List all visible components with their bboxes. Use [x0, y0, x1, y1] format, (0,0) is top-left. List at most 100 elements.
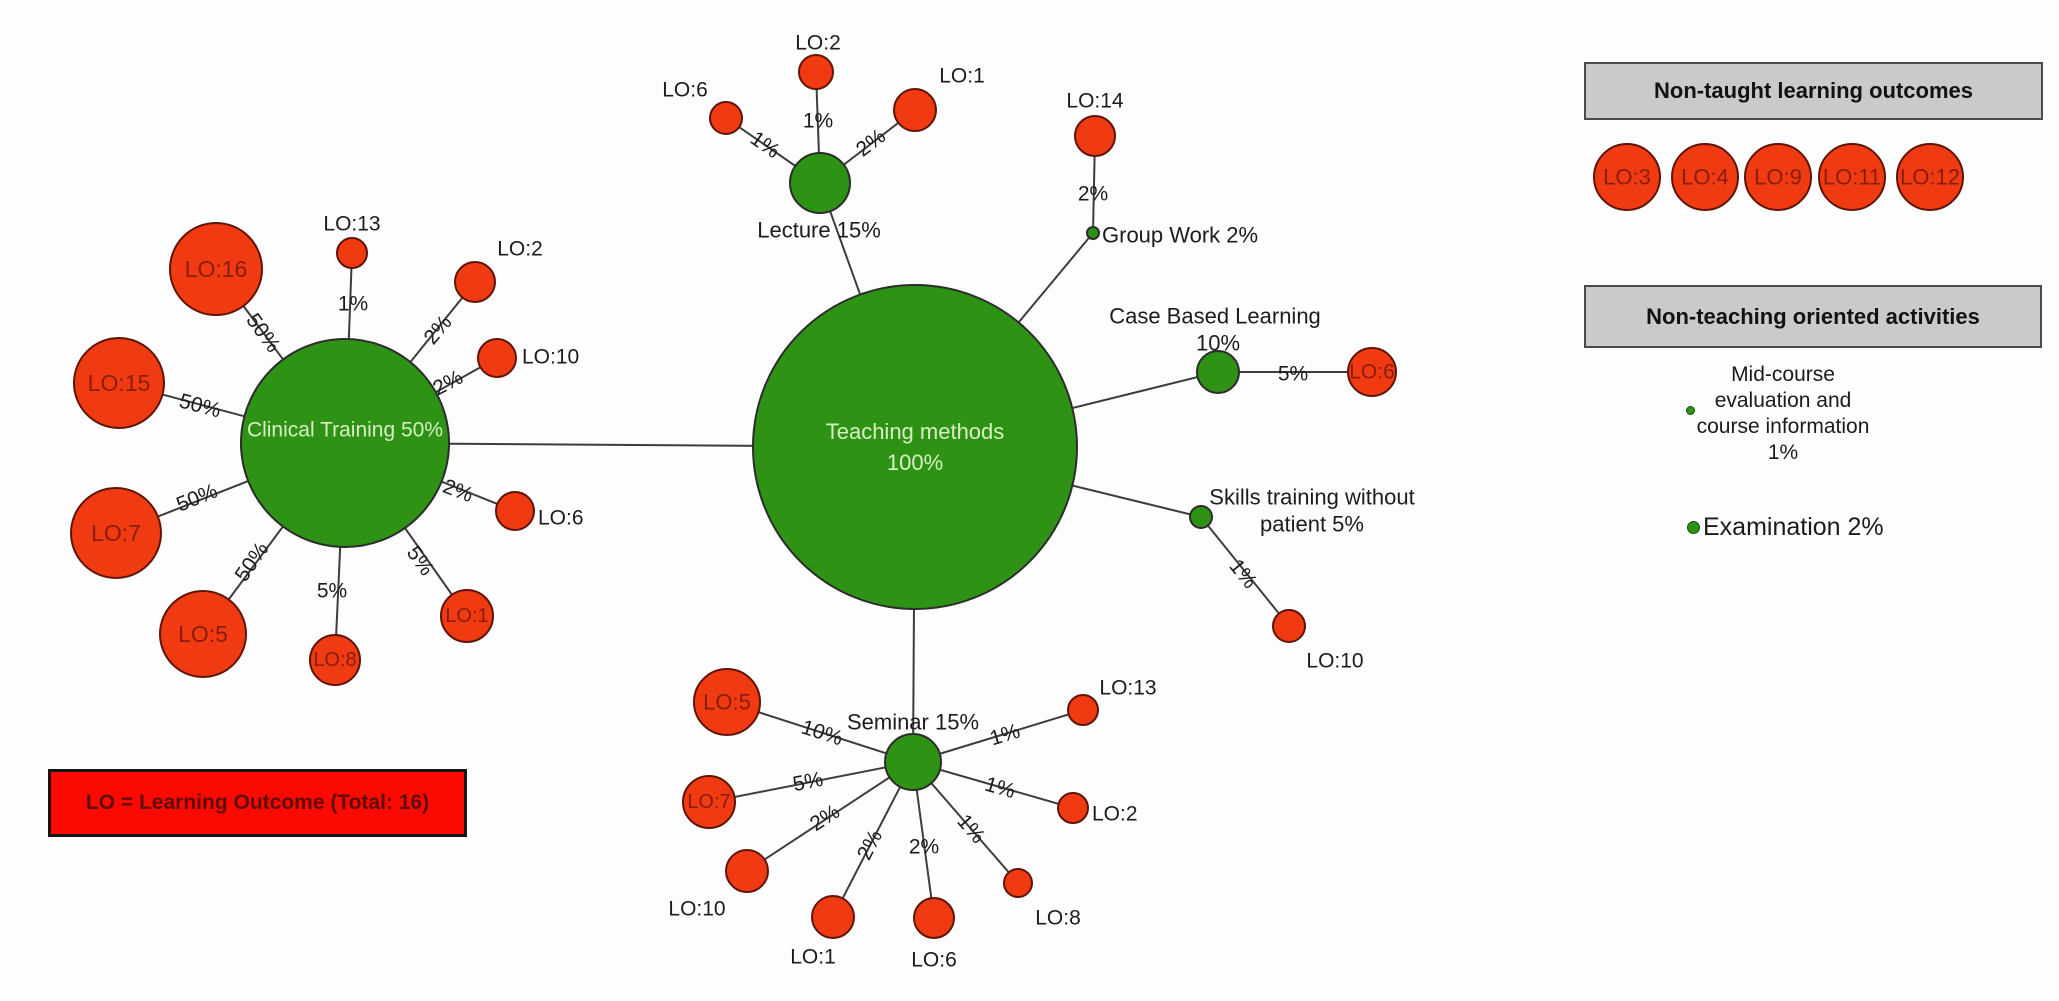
edge-line — [912, 709, 1084, 763]
node-label-seminar-lo7: LO:7 — [687, 791, 730, 813]
node-case-based-learning — [1196, 350, 1240, 394]
edge-weight-label-1: 1% — [982, 773, 1018, 803]
edge-line — [1200, 516, 1290, 627]
label-lo-6: LO:6 — [538, 507, 584, 530]
label-lo-13: LO:13 — [1099, 677, 1156, 700]
node-label-clinical-lo16: LO:16 — [185, 256, 248, 282]
label-lo-10: LO:10 — [522, 346, 579, 369]
edge-weight-label-1: 1% — [1225, 555, 1262, 593]
node-seminar-lo2 — [1057, 792, 1089, 824]
edge-weight-label-1: 1% — [746, 127, 784, 163]
edge-weight-label-50: 50% — [231, 538, 274, 586]
node-nontaught-lo3 — [1593, 143, 1661, 211]
node-label-clinical-lo8: LO:8 — [313, 649, 356, 671]
node-nontaught-lo12 — [1896, 143, 1964, 211]
label-lo-6: LO:6 — [662, 79, 708, 102]
node-lecture-lo2 — [798, 54, 834, 90]
node-clinical-lo2 — [454, 261, 496, 303]
node-label-teaching-methods-1: 100% — [887, 450, 943, 475]
edge-weight-label-1: 1% — [987, 720, 1023, 751]
node-clinical-lo13 — [336, 237, 368, 269]
edge-weight-label-50: 50% — [173, 479, 221, 516]
midcourse-dot-icon — [1686, 406, 1695, 415]
edge-weight-label-2: 2% — [852, 125, 890, 162]
edge-line — [832, 761, 914, 918]
node-label-clinical-training-0: Clinical Training 50% — [247, 419, 443, 442]
edge-weight-label-2: 2% — [1078, 183, 1108, 206]
node-seminar-lo8 — [1003, 868, 1033, 898]
node-label-clinical-lo7: LO:7 — [91, 520, 141, 546]
edge-weight-label-1: 1% — [338, 293, 368, 316]
label-lo-1: LO:1 — [790, 946, 836, 969]
node-clinical-lo6 — [495, 491, 535, 531]
node-label-clinical-lo5: LO:5 — [178, 621, 228, 647]
node-teaching-methods — [752, 284, 1078, 610]
edge-weight-label-50: 50% — [177, 389, 224, 422]
node-clinical-lo16 — [169, 222, 263, 316]
label-lo-14: LO:14 — [1066, 90, 1124, 113]
label-lo-10: LO:10 — [1306, 650, 1363, 673]
node-lecture-lo6 — [709, 101, 743, 135]
node-seminar-lo7 — [682, 775, 736, 829]
node-label-nontaught-lo4: LO:4 — [1681, 165, 1729, 190]
non-taught-outcomes-header: Non-taught learning outcomes — [1584, 62, 2043, 120]
edge-weight-label-2: 2% — [909, 836, 939, 859]
node-seminar-lo1 — [811, 895, 855, 939]
node-label-nontaught-lo9: LO:9 — [1754, 165, 1802, 190]
node-lecture — [789, 152, 851, 214]
node-label-seminar-lo5: LO:5 — [703, 690, 751, 715]
examination-dot-icon — [1687, 521, 1700, 534]
label-lo-1: LO:1 — [939, 65, 985, 88]
label-lecture-15: Lecture 15% — [757, 218, 881, 243]
label-lo-10: LO:10 — [668, 898, 725, 921]
node-clinical-training — [240, 338, 450, 548]
lo-legend-box: LO = Learning Outcome (Total: 16) — [48, 769, 467, 837]
edge-weight-label-5: 5% — [1278, 363, 1308, 386]
edge-weight-label-5: 5% — [402, 542, 438, 580]
node-seminar-lo6 — [913, 897, 955, 939]
node-group-work — [1086, 226, 1100, 240]
node-nontaught-lo9 — [1744, 143, 1812, 211]
node-seminar — [884, 733, 942, 791]
node-seminar-lo10 — [725, 849, 769, 893]
label-lo-13: LO:13 — [323, 213, 380, 236]
edge-weight-label-2: 2% — [806, 800, 844, 836]
node-label-clinical-lo1: LO:1 — [445, 605, 488, 627]
node-cbl-lo6 — [1347, 347, 1397, 397]
node-label-nontaught-lo11: LO:11 — [1823, 165, 1881, 190]
node-label-cbl-lo6: LO:6 — [1349, 361, 1395, 384]
edge-weight-label-50: 50% — [241, 309, 284, 357]
node-label-teaching-methods-0: Teaching methods — [826, 419, 1005, 444]
label-patient-5: patient 5% — [1260, 512, 1364, 537]
label-lo-2: LO:2 — [497, 238, 543, 261]
node-label-clinical-lo15: LO:15 — [88, 370, 151, 396]
node-clinical-lo10 — [477, 338, 517, 378]
node-groupwork-lo14 — [1074, 115, 1116, 157]
edge-weight-label-2: 2% — [440, 475, 477, 507]
node-label-nontaught-lo3: LO:3 — [1603, 165, 1651, 190]
edge-weight-label-2: 2% — [853, 826, 887, 863]
edge-weight-label-1: 1% — [952, 810, 989, 848]
label-lo-2: LO:2 — [1092, 803, 1138, 826]
node-clinical-lo7 — [70, 487, 162, 579]
midcourse-evaluation-label: Mid-course evaluation and course informa… — [1696, 363, 1870, 464]
node-label-nontaught-lo12: LO:12 — [1900, 165, 1960, 190]
node-skills-training — [1189, 505, 1213, 529]
node-lecture-lo1 — [893, 88, 937, 132]
node-clinical-lo5 — [159, 590, 247, 678]
node-skills-lo10 — [1272, 609, 1306, 643]
edge-weight-label-5: 5% — [317, 580, 347, 603]
label-lo-8: LO:8 — [1035, 907, 1081, 930]
node-nontaught-lo11 — [1818, 143, 1886, 211]
edge-weight-label-1: 1% — [803, 110, 833, 133]
label-skills-training-without: Skills training without — [1209, 485, 1414, 510]
edge-line — [708, 761, 914, 803]
label-seminar-15: Seminar 15% — [847, 710, 979, 735]
examination-item: Examination 2% — [1687, 513, 1884, 542]
label-lo-6: LO:6 — [911, 949, 957, 972]
examination-label: Examination 2% — [1703, 513, 1884, 541]
node-nontaught-lo4 — [1671, 143, 1739, 211]
label-case-based-learning: Case Based Learning — [1109, 304, 1321, 329]
